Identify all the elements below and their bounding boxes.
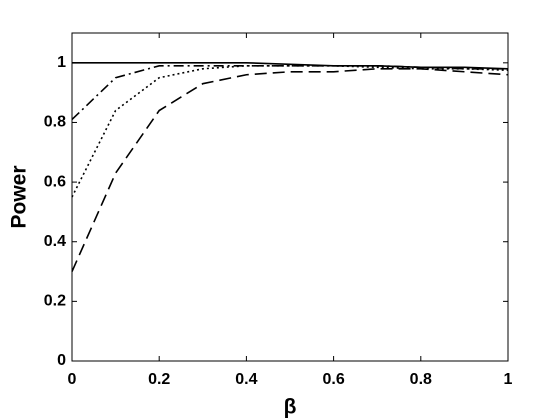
y-tick-label: 0.6 — [44, 173, 66, 190]
x-tick-label: 0.8 — [410, 371, 432, 388]
x-axis-label: β — [284, 396, 297, 419]
line — [71, 67, 509, 272]
y-tick-label: 0.4 — [44, 233, 66, 250]
x-tick-label: 0.6 — [322, 371, 344, 388]
line — [71, 65, 508, 121]
x-tick-label: 1 — [504, 371, 513, 388]
y-tick-label: 0.8 — [44, 114, 66, 131]
x-tick-label: 0.4 — [235, 371, 257, 388]
y-tick-label: 1 — [57, 54, 66, 71]
y-tick-label: 0 — [57, 352, 66, 369]
x-tick-label: 0 — [68, 371, 77, 388]
x-tick-label: 0.2 — [148, 371, 170, 388]
y-tick-label: 0.2 — [44, 293, 66, 310]
y-axis-label: Power — [8, 165, 31, 228]
